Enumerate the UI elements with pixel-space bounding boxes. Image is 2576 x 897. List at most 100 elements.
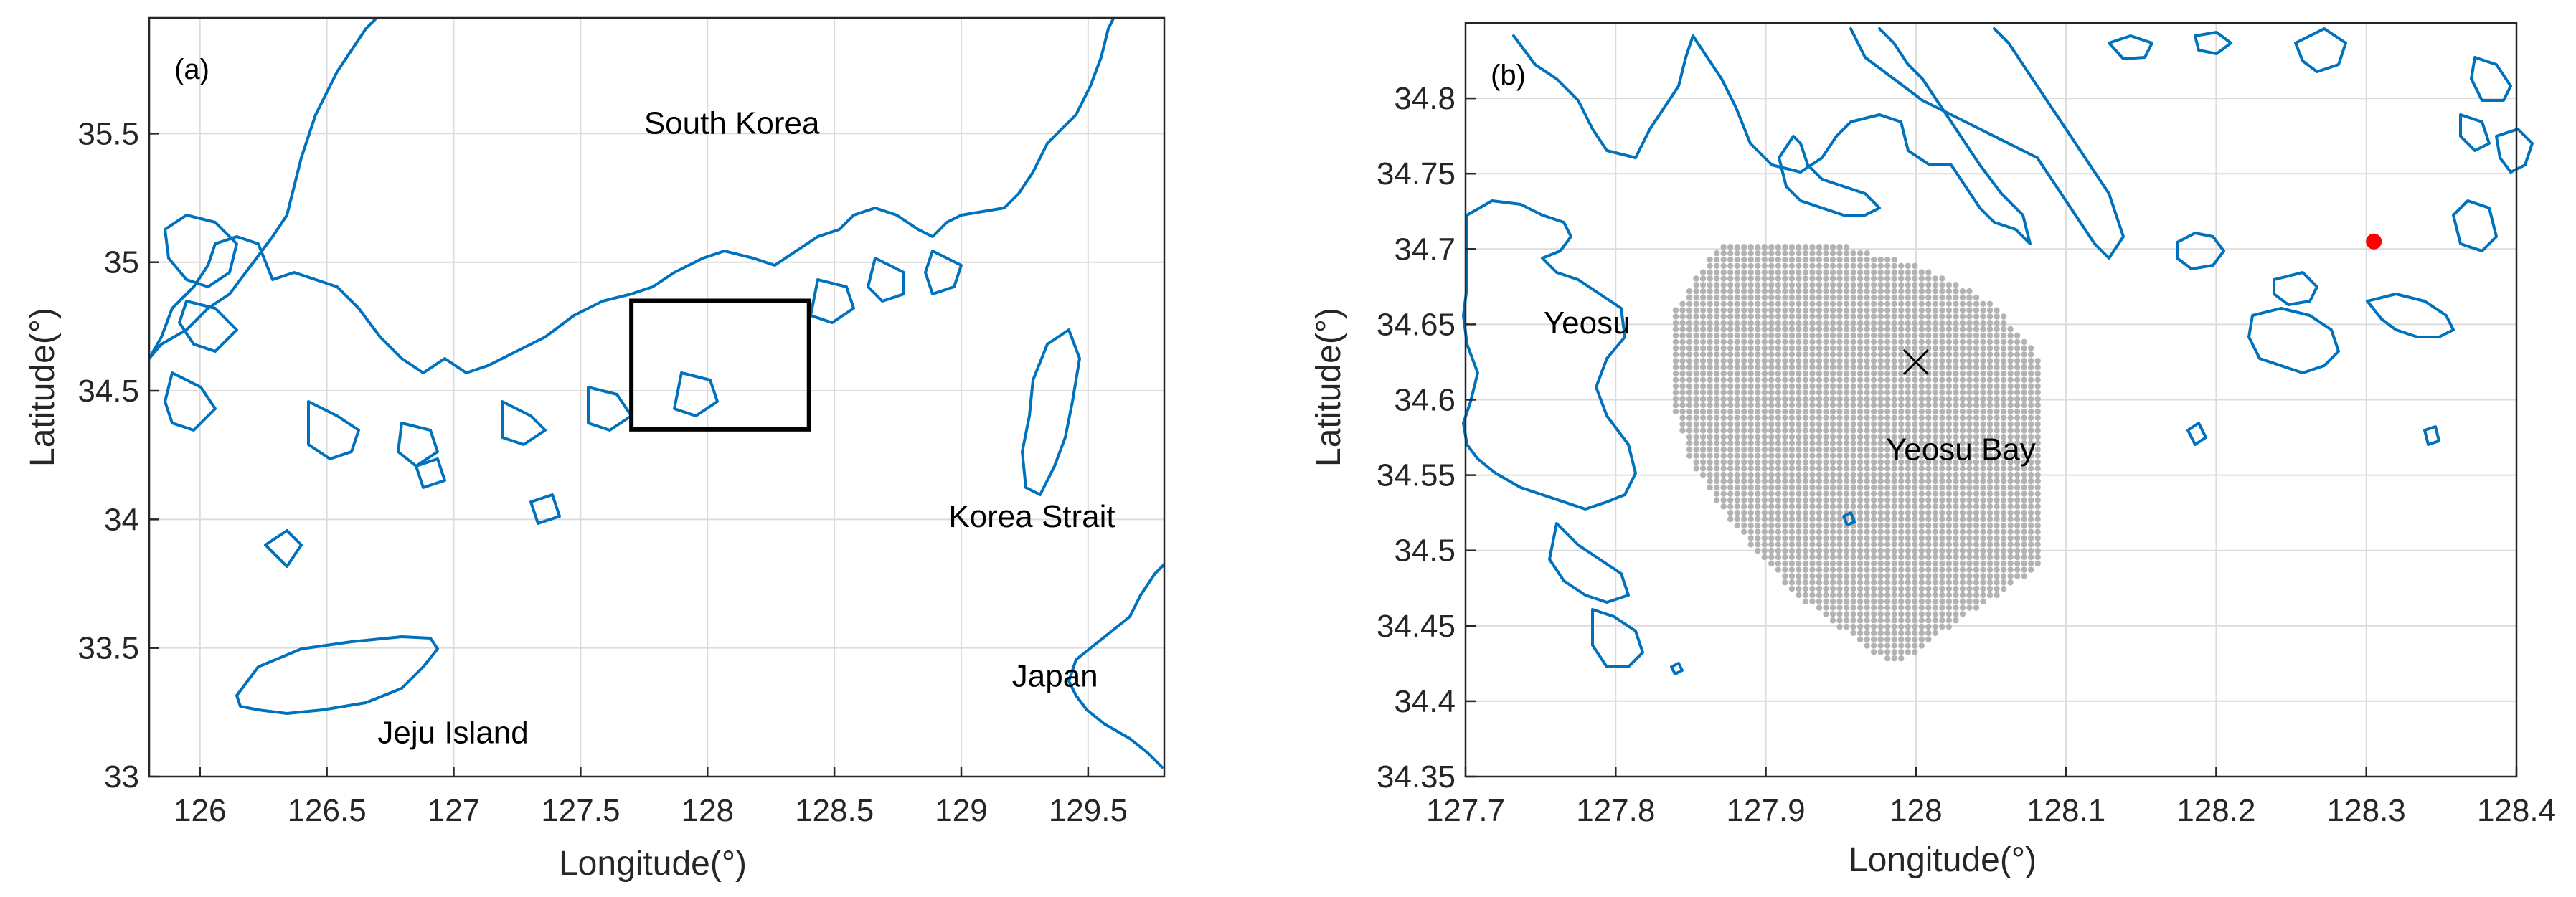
grid-point [1829, 383, 1836, 389]
grid-point [1747, 250, 1754, 257]
grid-point [1761, 440, 1768, 447]
grid-point [1870, 566, 1877, 573]
grid-point [1734, 516, 1740, 523]
grid-point [1850, 396, 1856, 402]
grid-point [1802, 535, 1809, 541]
grid-point [1953, 345, 1959, 351]
grid-point [1693, 452, 1699, 459]
grid-point [1994, 592, 2000, 599]
grid-point [1775, 320, 1782, 326]
grid-point [1898, 262, 1905, 270]
grid-point [1788, 338, 1796, 345]
grid-point [2034, 459, 2041, 465]
grid-point [1713, 497, 1720, 503]
grid-point [1699, 288, 1707, 295]
grid-point [1973, 478, 1980, 485]
grid-point [1823, 269, 1829, 275]
grid-point [1768, 320, 1775, 326]
grid-point [1980, 345, 1986, 351]
grid-point [1686, 326, 1693, 333]
grid-point [1836, 313, 1843, 320]
grid-point [1939, 509, 1945, 516]
grid-point [2000, 345, 2007, 351]
grid-point [1986, 383, 1994, 389]
grid-point [1816, 383, 1823, 389]
grid-point [1809, 478, 1816, 485]
grid-point [1925, 490, 1932, 497]
grid-point [1843, 465, 1850, 472]
grid-point [1891, 452, 1897, 459]
grid-point [1864, 636, 1870, 642]
grid-point [1945, 414, 1953, 421]
grid-point [1707, 256, 1713, 263]
grid-point [1768, 554, 1775, 561]
grid-point [1856, 338, 1864, 345]
grid-point [1877, 642, 1884, 649]
grid-point [1782, 509, 1788, 516]
grid-point [1918, 579, 1925, 586]
grid-point [1823, 585, 1829, 592]
grid-point [1945, 604, 1953, 611]
grid-point [1932, 465, 1939, 472]
grid-point [1850, 364, 1856, 371]
grid-point [1693, 364, 1699, 371]
grid-point [1898, 446, 1905, 453]
grid-point [2007, 326, 2014, 333]
grid-point [1939, 351, 1945, 358]
grid-point [1877, 471, 1884, 478]
grid-point [1966, 383, 1973, 389]
grid-point [1720, 282, 1727, 288]
grid-point [1796, 414, 1802, 421]
grid-point [1843, 547, 1850, 554]
grid-point [1945, 370, 1953, 377]
grid-point [1959, 452, 1966, 459]
grid-point [1768, 256, 1775, 263]
grid-point [1959, 604, 1966, 611]
grid-point [1755, 364, 1761, 371]
grid-point [1782, 389, 1788, 396]
grid-point [1843, 503, 1850, 510]
grid-point [1884, 440, 1891, 447]
grid-point [1836, 617, 1843, 624]
grid-point [2014, 376, 2021, 383]
grid-point [1727, 256, 1734, 263]
grid-point [1802, 269, 1809, 275]
grid-point [1939, 434, 1945, 440]
grid-point [1686, 440, 1693, 447]
grid-point [1925, 611, 1932, 617]
grid-point [2000, 490, 2007, 497]
grid-point [1891, 655, 1897, 662]
grid-point [2034, 547, 2041, 554]
x-tick-label: 129.5 [1049, 793, 1128, 828]
grid-point [1788, 262, 1796, 270]
grid-point [2000, 364, 2007, 371]
grid-point [1959, 503, 1966, 510]
grid-point [1788, 244, 1796, 250]
grid-point [2034, 516, 2041, 523]
grid-point [1693, 421, 1699, 427]
grid-point [1741, 484, 1747, 491]
grid-point [1720, 320, 1727, 326]
grid-point [1994, 560, 2000, 566]
grid-point [1994, 579, 2000, 586]
grid-point [1898, 275, 1905, 282]
grid-point [2000, 332, 2007, 339]
grid-point [1932, 345, 1939, 351]
grid-point [1986, 320, 1994, 326]
grid-point [1734, 446, 1740, 453]
grid-point [1884, 522, 1891, 529]
grid-point [1898, 307, 1905, 313]
grid-point [1884, 421, 1891, 427]
grid-point [1816, 262, 1823, 270]
grid-point [1884, 414, 1891, 421]
grid-point [2000, 560, 2007, 566]
grid-point [1707, 338, 1713, 345]
grid-point [1898, 358, 1905, 364]
grid-point [1986, 471, 1994, 478]
panel-a-label: (a) [174, 54, 209, 85]
grid-point [1918, 402, 1925, 409]
grid-point [1870, 497, 1877, 503]
grid-point [1918, 623, 1925, 630]
grid-point [1912, 452, 1918, 459]
grid-point [1864, 459, 1870, 465]
